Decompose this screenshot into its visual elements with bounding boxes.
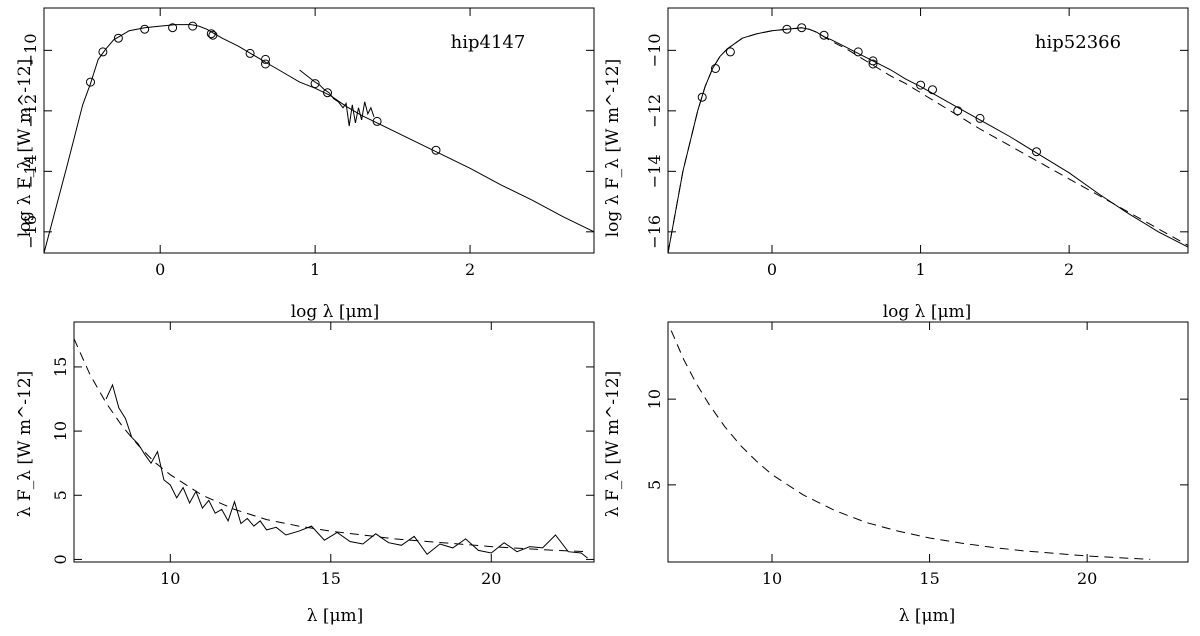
series-line-0 [670,330,1151,560]
data-point [711,64,720,73]
y-tick-label: −16 [645,215,664,249]
x-tick-label: 20 [1077,569,1097,588]
data-point [98,47,108,57]
x-tick-label: 0 [767,260,777,279]
panel-top-left: hip4147 log λ [μm] log λ F_λ [W m^-12] 0… [15,7,595,322]
data-point [261,54,270,64]
plot-area [668,23,1188,253]
plot-frame [667,321,1189,563]
y-tick-label: 10 [51,421,70,441]
data-point [928,85,937,95]
plot-frame [73,321,595,563]
y-tick-label: 5 [645,480,664,490]
data-point [245,48,255,58]
data-point [261,59,270,69]
x-tick-label: 15 [321,569,341,588]
y-tick-label: −10 [645,33,664,67]
plot-area [670,330,1151,560]
x-axis-label: log λ [μm] [291,302,380,322]
data-point [113,33,123,43]
panel-title: hip4147 [451,32,526,53]
plot-frame [667,7,1189,254]
data-point [86,77,95,87]
x-tick-label: 10 [762,569,782,588]
x-tick-label: 1 [915,260,925,279]
data-point [208,30,218,40]
data-point [853,47,863,57]
data-point [168,23,178,33]
data-point [310,79,320,89]
data-point [697,92,707,102]
data-point [953,106,963,116]
data-point [431,145,441,155]
plot-area [44,21,594,253]
y-tick-label: 0 [51,554,70,564]
data-point [782,24,792,34]
data-point [140,24,150,34]
series-line-0 [44,24,594,253]
data-point [868,56,878,66]
x-tick-label: 2 [1064,260,1074,279]
y-tick-label: −16 [21,215,40,249]
plot-area [74,338,588,559]
y-tick-label: −12 [645,94,664,128]
y-tick-label: 15 [51,357,70,377]
y-axis-label: λ F_λ [W m^-12] [15,371,35,518]
y-tick-label: −14 [21,154,40,188]
x-axis-label: λ [μm] [307,606,364,626]
y-tick-label: 5 [51,490,70,500]
data-point [797,23,807,33]
panel-bottom-right: λ [μm] λ F_λ [W m^-12] 10 15 20 5 10 [603,321,1189,626]
x-axis-label: log λ [μm] [883,302,972,322]
data-point [819,30,829,40]
data-point [725,47,735,57]
series-line-1 [105,383,588,559]
x-tick-label: 2 [465,260,475,279]
y-axis-label: log λ F_λ [W m^-12] [15,59,35,238]
x-tick-label: 0 [155,260,165,279]
y-tick-label: −12 [21,94,40,128]
x-tick-label: 15 [919,569,939,588]
data-point [372,116,382,126]
series-line-0 [668,27,1188,253]
data-point [868,59,878,69]
x-tick-label: 10 [160,569,180,588]
data-point [916,80,926,90]
y-tick-label: −10 [21,33,40,67]
plot-frame [43,7,595,254]
x-tick-label: 1 [310,260,320,279]
y-axis-label: log λ F_λ [W m^-12] [603,59,623,238]
data-point [1032,147,1041,157]
series-line-1 [299,69,375,127]
series-line-1 [668,27,1188,253]
series-line-0 [74,338,588,553]
y-axis-label: λ F_λ [W m^-12] [603,371,623,518]
panel-title: hip52366 [1035,32,1121,53]
x-axis-label: λ [μm] [899,606,956,626]
data-point [975,113,985,123]
y-tick-label: 10 [645,389,664,409]
y-tick-label: −14 [645,154,664,188]
panel-bottom-left: λ [μm] λ F_λ [W m^-12] 10 15 20 0 5 10 15 [15,321,595,626]
x-tick-label: 20 [481,569,501,588]
panel-top-right: hip52366 log λ [μm] log λ F_λ [W m^-12] … [603,7,1189,322]
data-point [206,29,216,39]
data-point [323,88,332,98]
data-point [188,21,198,31]
